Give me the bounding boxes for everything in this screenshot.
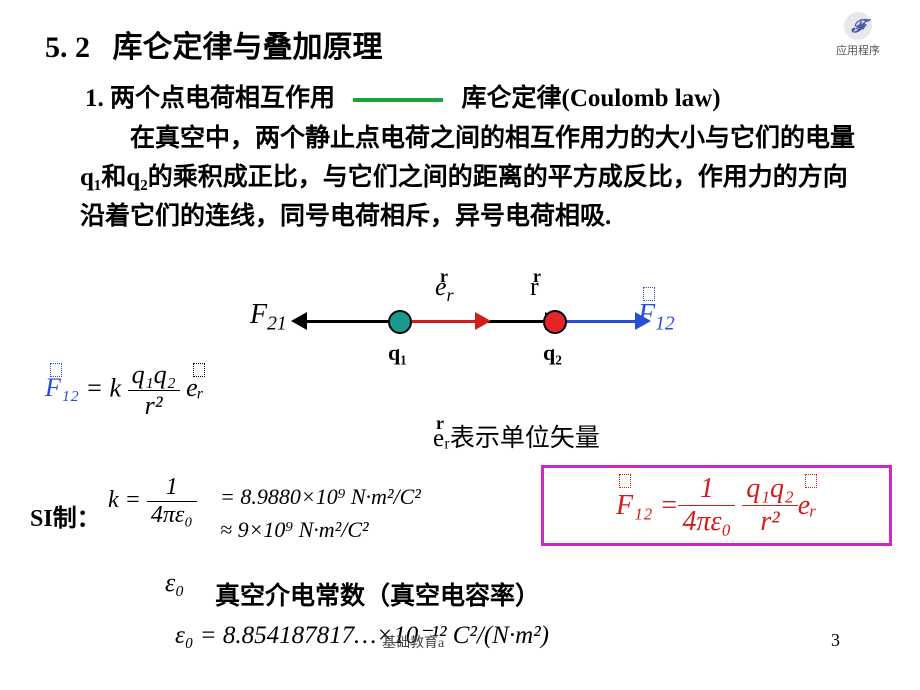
f12-eq: = k	[85, 373, 127, 402]
f12-numerator: q₁q₂	[128, 360, 180, 391]
k-formula: k = 1 4πε₀	[108, 474, 197, 529]
q2-label: q₂	[543, 340, 562, 366]
app-icon-label: 应用程序	[836, 42, 880, 58]
boxed-frac2-num: q₁q₂	[742, 473, 797, 506]
arrow-f12-blue	[565, 320, 637, 323]
coulomb-law-label: 库仑定律(Coulomb law)	[462, 85, 721, 112]
k-lhs: k =	[108, 487, 147, 513]
arrow-er-red	[412, 320, 477, 323]
subtitle-prefix: 1. 两个点电荷相互作用	[85, 85, 335, 112]
boxed-frac1-den: 4πε₀	[678, 506, 735, 538]
epsilon-zero-value: ε₀ = 8.854187817…×10⁻¹² C²/(N·m²)	[175, 620, 549, 650]
q1-label: q₁	[388, 340, 407, 366]
f12-lhs: F₁₂	[45, 373, 79, 402]
arrow-left-black	[305, 320, 390, 323]
flash-icon: 𝓕	[844, 12, 872, 40]
charge-q2-dot	[543, 310, 567, 334]
er-vector-label: r er	[435, 272, 454, 306]
boxed-frac2-den: r²	[742, 506, 797, 538]
charge-q1-dot	[388, 310, 412, 334]
app-icon-group: 𝓕 应用程序	[836, 12, 880, 58]
subtitle-row: 1. 两个点电荷相互作用 库仑定律(Coulomb law)	[85, 78, 721, 114]
f12-er: eᵣ	[186, 373, 204, 402]
page-number: 3	[831, 630, 840, 651]
k-numeric-values: = 8.9880×10⁹ N·m²/C² ≈ 9×10⁹ N·m²/C²	[220, 480, 421, 546]
section-heading: 5. 2 库仑定律与叠加原理	[45, 22, 383, 66]
k-denominator: 4πε₀	[147, 502, 197, 529]
boxed-lhs: F₁₂ =	[616, 490, 678, 521]
section-number: 5. 2	[45, 31, 90, 64]
main-paragraph: 在真空中，两个静止点电荷之间的相互作用力的大小与它们的电量q₁和q₂的乘积成正比…	[80, 120, 870, 236]
k-value-approx: ≈ 9×10⁹ N·m²/C²	[220, 513, 421, 546]
f12-denominator: r²	[128, 391, 180, 421]
epsilon-zero-symbol: ε₀	[165, 568, 184, 598]
vacuum-permittivity-label: 真空介电常数（真空电容率）	[215, 576, 540, 612]
force-21-label: F21	[250, 299, 287, 336]
k-value-exact: = 8.9880×10⁹ N·m²/C²	[220, 480, 421, 513]
force-diagram: r er r r F21 q₁ q₂ F12	[210, 287, 720, 367]
formula-f12-main: F₁₂ = k q₁q₂ r² eᵣ	[45, 360, 204, 421]
boxed-coulomb-formula: F₁₂ = 1 4πε₀ q₁q₂ r² eᵣ	[541, 465, 892, 546]
boxed-er: eᵣ	[798, 490, 817, 521]
green-connector-line	[353, 98, 443, 102]
footer-text: 基础教育a	[382, 632, 444, 652]
k-numerator: 1	[147, 474, 197, 502]
si-label: SI制：	[30, 498, 101, 533]
section-title: 库仑定律与叠加原理	[113, 31, 383, 64]
r-vector-label: r r	[530, 272, 539, 302]
er-unit-explanation: r eᵣ表示单位矢量	[433, 418, 600, 454]
boxed-frac1-num: 1	[678, 473, 735, 506]
force-12-label: F12	[638, 299, 675, 336]
